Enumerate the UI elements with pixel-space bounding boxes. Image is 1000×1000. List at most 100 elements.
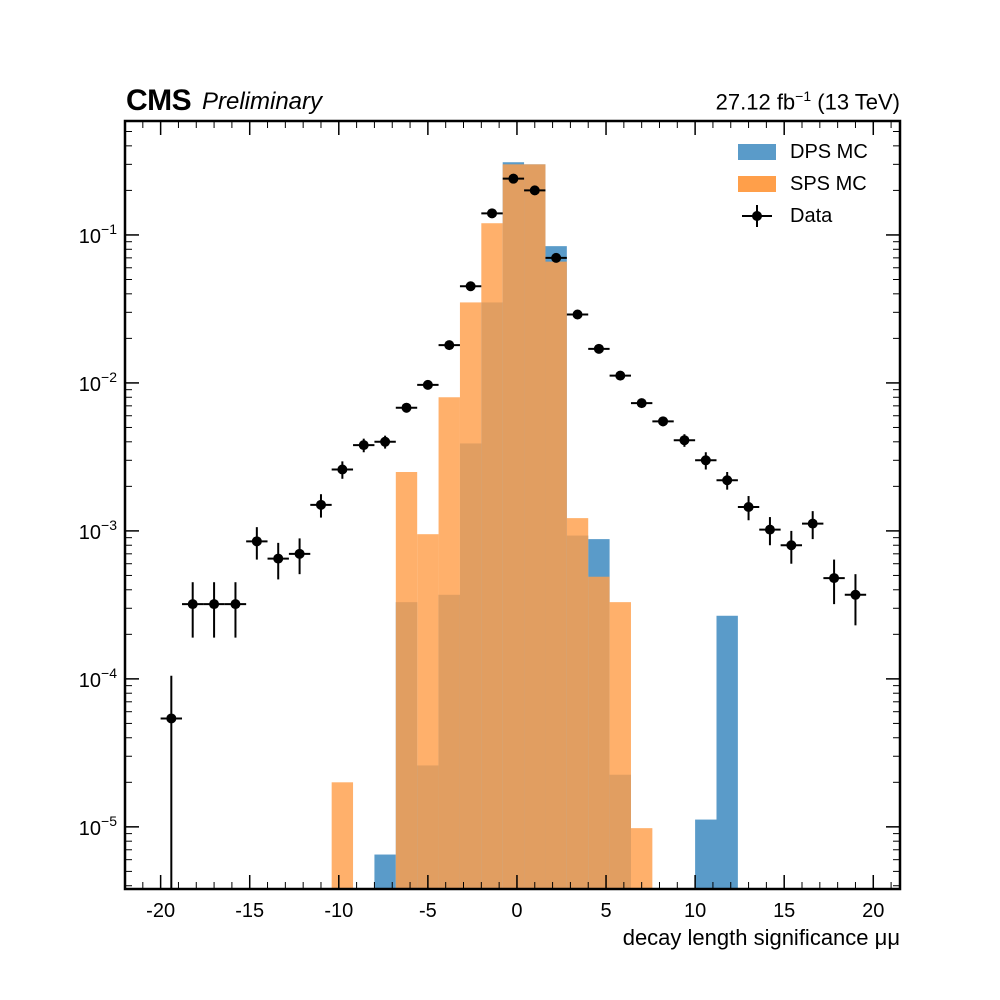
data-marker-22	[636, 398, 647, 409]
sps-bar-9	[566, 518, 589, 889]
y-tick-label: 10−2	[79, 369, 117, 396]
data-marker-1	[187, 599, 198, 610]
data-point-16	[502, 173, 525, 184]
luminosity-label: 27.12 fb−1 (13 TeV)	[716, 88, 900, 115]
data-point-20	[588, 343, 610, 354]
lumi-energy: (13 TeV)	[811, 89, 900, 115]
data-point-28	[759, 517, 781, 546]
data-marker-4	[251, 536, 262, 547]
plot-frame	[123, 119, 902, 891]
x-tick-label: -20	[146, 900, 175, 922]
sps-bar-11	[609, 602, 631, 889]
data-marker-20	[593, 343, 604, 354]
sps-bar-2	[417, 534, 439, 889]
sps-mc-bars	[331, 164, 653, 890]
data-point-18	[545, 252, 567, 263]
data-marker-13	[444, 340, 455, 351]
data-point-1	[182, 582, 204, 638]
x-tick-label: 0	[511, 900, 522, 922]
data-point-24	[673, 434, 696, 447]
data-marker-10	[380, 436, 391, 447]
axis-tick-labels: -20 -15 -10 -5 0 5 10 15 20 10−5 10−4 10−3 10−2 10−1	[79, 221, 885, 922]
x-tick-label: -10	[324, 900, 353, 922]
sps-bar-6	[502, 164, 525, 889]
legend-marker-data	[742, 205, 772, 227]
data-point-11	[395, 402, 418, 413]
data-marker-26	[722, 475, 733, 486]
data-marker-3	[230, 599, 241, 610]
data-point-5	[267, 542, 289, 580]
data-marker-32	[850, 589, 861, 600]
data-marker-29	[786, 540, 797, 551]
data-point-7	[310, 494, 332, 518]
x-axis-label: decay length significance μμ	[622, 925, 900, 950]
data-point-14	[459, 281, 482, 292]
data-marker-9	[358, 440, 369, 451]
lumi-exponent: −1	[795, 88, 812, 104]
legend-swatch-sps	[738, 176, 776, 192]
sps-bar-10	[588, 576, 610, 889]
sps-bar-8	[545, 261, 567, 889]
legend-item-dps: DPS MC	[738, 139, 888, 171]
legend-item-sps: SPS MC	[738, 171, 888, 203]
data-point-23	[652, 416, 674, 427]
data-marker-5	[273, 553, 284, 564]
data-marker-19	[572, 309, 583, 320]
legend-label-dps: DPS MC	[790, 141, 868, 163]
data-marker-27	[743, 502, 754, 513]
legend-item-data: Data	[738, 203, 888, 235]
data-point-21	[609, 370, 631, 381]
x-tick-label: 10	[684, 900, 706, 922]
lumi-value: 27.12 fb	[715, 89, 796, 115]
data-point-29	[780, 530, 803, 564]
data-point-3	[224, 582, 247, 638]
data-marker-12	[422, 379, 433, 390]
data-marker-30	[807, 518, 818, 529]
sps-bar-12	[630, 828, 653, 889]
data-marker-8	[337, 464, 348, 475]
data-marker-28	[764, 524, 775, 535]
data-point-19	[566, 309, 589, 320]
data-marker-21	[615, 370, 626, 381]
status-label: Preliminary	[202, 88, 323, 115]
data-point-0	[160, 675, 183, 889]
data-point-4	[246, 527, 268, 560]
data-point-17	[524, 185, 546, 196]
data-marker-18	[551, 252, 562, 263]
data-point-31	[823, 559, 845, 605]
data-marker-24	[679, 435, 690, 446]
x-tick-label: -5	[419, 900, 437, 922]
experiment-label: CMS	[126, 84, 192, 117]
data-marker-25	[700, 455, 711, 466]
dps-bar-0	[374, 854, 396, 889]
sps-bar-0	[331, 782, 354, 889]
data-point-30	[802, 511, 824, 540]
data-point-15	[481, 208, 503, 219]
dps-bar-12	[695, 819, 717, 889]
data-point-8	[331, 461, 354, 479]
x-tick-label: 15	[773, 900, 795, 922]
data-point-22	[630, 398, 653, 409]
data-point-2	[203, 582, 225, 638]
y-tick-label: 10−4	[79, 665, 117, 692]
dps-bar-13	[716, 615, 738, 889]
data-point-13	[438, 340, 460, 351]
data-point-10	[374, 435, 396, 449]
data-marker-17	[529, 185, 540, 196]
legend-swatch-dps	[738, 144, 776, 160]
data-marker-11	[401, 402, 412, 413]
data-marker-2	[209, 599, 220, 610]
axis-ticks	[125, 121, 900, 889]
sps-bar-1	[395, 472, 418, 889]
y-tick-label: 10−5	[79, 813, 117, 840]
data-point-9	[353, 438, 375, 453]
data-points	[160, 173, 867, 889]
data-marker-7	[315, 499, 326, 510]
sps-bar-5	[481, 223, 503, 889]
sps-bar-7	[524, 164, 546, 889]
data-point-32	[844, 574, 867, 626]
data-point-25	[695, 452, 717, 470]
data-marker-23	[658, 416, 669, 427]
data-marker-0	[166, 713, 177, 724]
